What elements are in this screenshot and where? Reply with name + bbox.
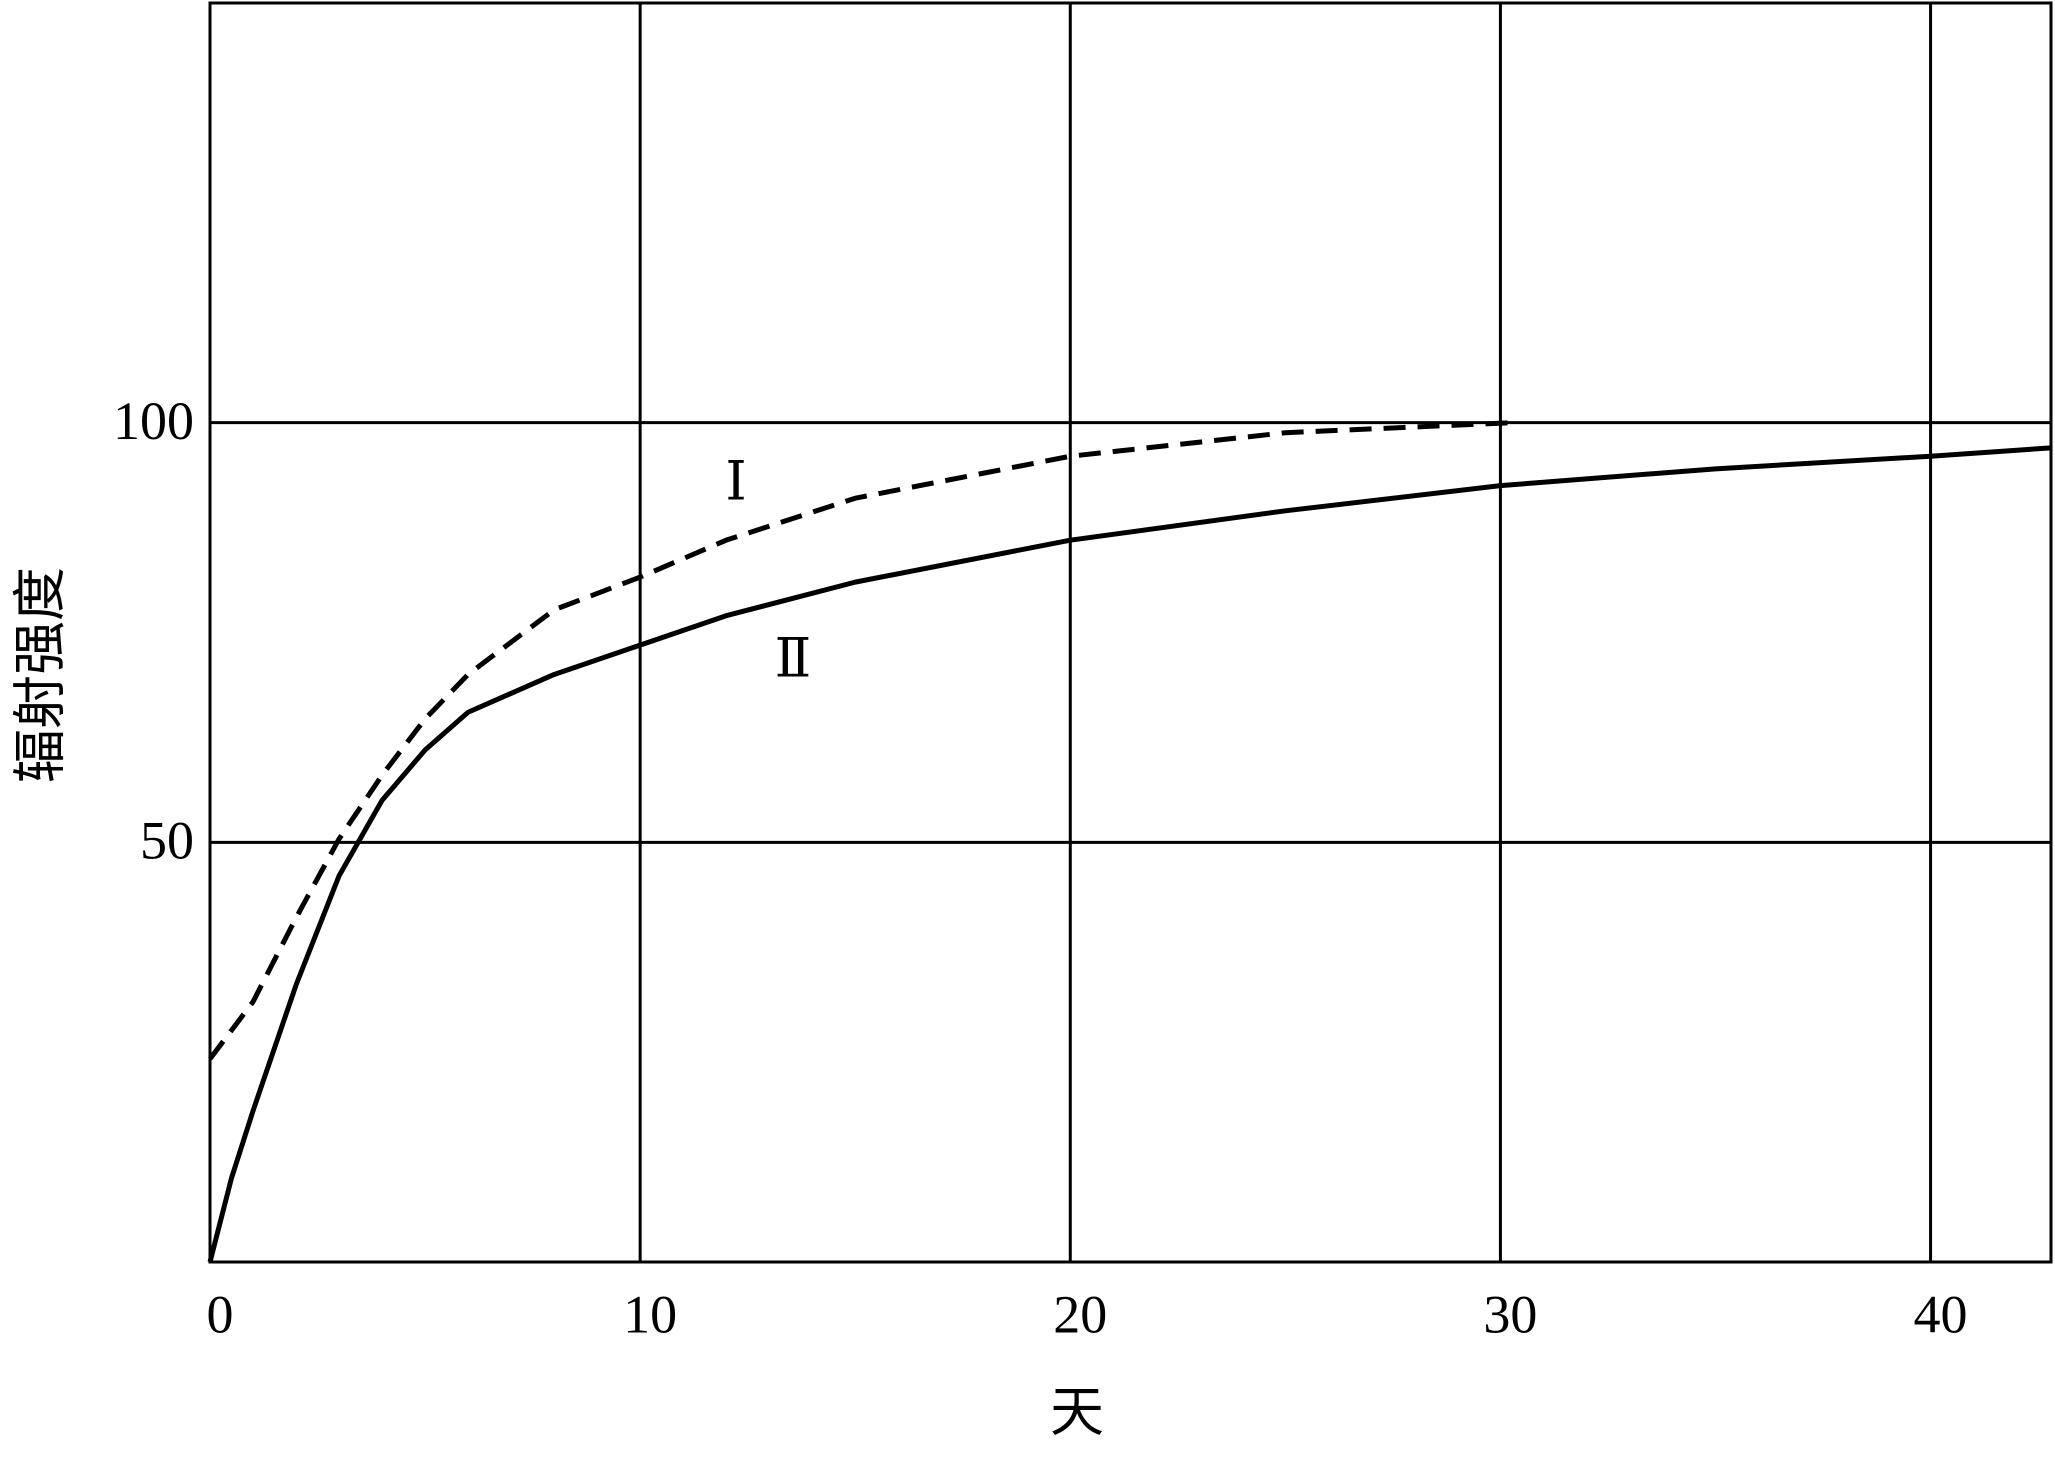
series-line	[207, 445, 2052, 1263]
series-line	[208, 420, 1514, 1061]
y-axis-label: 辐射强度	[10, 567, 70, 783]
series-label: Ⅰ	[725, 451, 746, 511]
x-tick-label: 40	[1914, 1284, 1968, 1344]
x-axis-label: 天	[1050, 1382, 1104, 1442]
x-tick-label: 20	[1053, 1284, 1107, 1344]
y-tick-label: 50	[140, 811, 194, 871]
x-tick-label: 30	[1483, 1284, 1537, 1344]
series-label: Ⅱ	[775, 628, 812, 688]
x-tick-label: 10	[623, 1284, 677, 1344]
y-tick-label: 100	[113, 391, 194, 451]
plot-frame	[208, 1, 2053, 1264]
x-tick-label: 0	[207, 1284, 234, 1344]
